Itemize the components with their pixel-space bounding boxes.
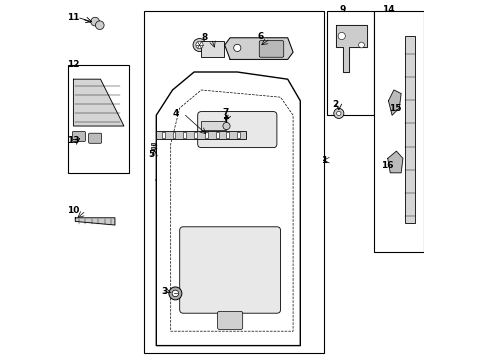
Text: 6: 6 [257, 32, 264, 41]
Text: 4: 4 [172, 109, 178, 118]
Text: 11: 11 [67, 13, 80, 22]
Bar [326, 11, 373, 115]
Text: 13: 13 [67, 136, 80, 145]
FancyBboxPatch shape [72, 131, 85, 141]
Text: 10: 10 [67, 206, 80, 215]
Bar [226, 132, 229, 138]
Polygon shape [73, 79, 123, 126]
Bar [204, 132, 207, 138]
Circle shape [193, 39, 205, 51]
Circle shape [337, 32, 345, 40]
Circle shape [233, 44, 241, 51]
FancyBboxPatch shape [197, 112, 276, 148]
Bar [68, 65, 129, 173]
Text: 2: 2 [331, 100, 338, 109]
Circle shape [333, 108, 343, 118]
Polygon shape [336, 25, 366, 72]
Text: 16: 16 [381, 161, 393, 170]
Text: 3: 3 [161, 287, 167, 296]
Bar [151, 147, 155, 149]
FancyBboxPatch shape [88, 133, 102, 143]
Polygon shape [387, 151, 402, 173]
Bar [237, 132, 240, 138]
Bar [162, 132, 164, 138]
Bar [156, 131, 246, 139]
Bar [151, 143, 155, 145]
Bar [404, 36, 415, 223]
Text: 1: 1 [320, 156, 326, 165]
Bar [194, 132, 197, 138]
Bar [201, 121, 226, 130]
FancyBboxPatch shape [259, 41, 283, 57]
Polygon shape [387, 90, 400, 115]
FancyBboxPatch shape [217, 311, 242, 329]
Text: 7: 7 [222, 108, 228, 117]
FancyBboxPatch shape [179, 227, 280, 313]
Circle shape [358, 42, 364, 48]
Text: 14: 14 [382, 5, 394, 14]
Text: 12: 12 [67, 60, 80, 69]
Circle shape [95, 21, 104, 30]
Text: 15: 15 [388, 104, 401, 113]
Bar [143, 11, 323, 353]
Bar [172, 132, 175, 138]
Circle shape [172, 290, 178, 297]
Text: 8: 8 [201, 33, 207, 42]
Text: 9: 9 [339, 5, 345, 14]
Bar [215, 132, 218, 138]
Circle shape [168, 287, 182, 300]
Text: 5: 5 [147, 150, 154, 159]
Polygon shape [75, 218, 115, 225]
Bar [183, 132, 186, 138]
Circle shape [91, 17, 99, 26]
Polygon shape [224, 38, 292, 59]
Circle shape [223, 122, 230, 130]
Bar [373, 11, 424, 252]
Circle shape [336, 111, 340, 116]
FancyBboxPatch shape [200, 41, 223, 57]
Circle shape [196, 41, 203, 49]
